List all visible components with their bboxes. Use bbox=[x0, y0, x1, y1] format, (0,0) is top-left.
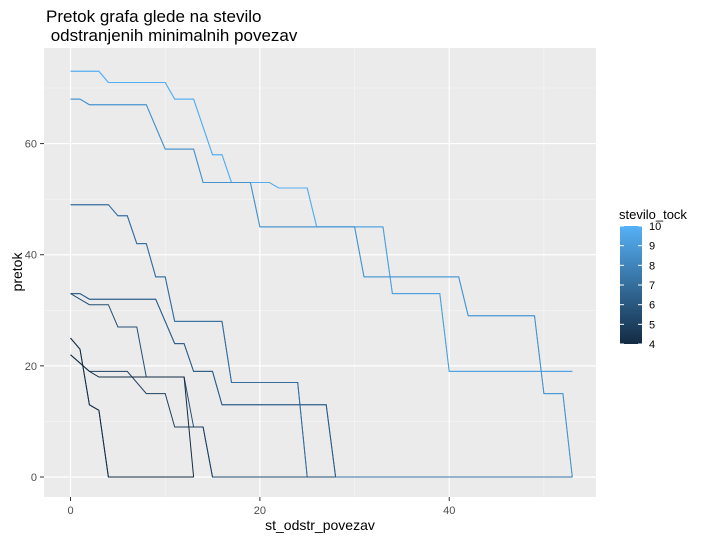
series-line-10 bbox=[70, 354, 213, 478]
x-axis-ticks: 0 20 40 bbox=[67, 497, 455, 517]
plot-panel bbox=[44, 48, 596, 497]
chart-title-line2: odstranjenih minimalnih povezav bbox=[46, 26, 298, 45]
y-tick-label: 0 bbox=[31, 472, 37, 484]
x-tick-label: 40 bbox=[443, 505, 455, 517]
legend: stevilo_tock 10 9 8 7 6 5 4 bbox=[619, 207, 687, 351]
legend-label: 8 bbox=[649, 260, 655, 272]
x-axis-title: st_odstr_povezav bbox=[265, 517, 375, 533]
legend-colorbar bbox=[620, 226, 642, 344]
legend-ticks: 10 9 8 7 6 5 4 bbox=[620, 221, 661, 351]
y-axis-ticks: 0 20 40 60 bbox=[25, 139, 44, 484]
y-tick-label: 60 bbox=[25, 139, 37, 151]
series-line-13 bbox=[70, 354, 195, 478]
chart-title-line1: Pretok grafa glede na stevilo bbox=[46, 7, 261, 26]
series-line-8 bbox=[70, 293, 337, 478]
y-tick-label: 40 bbox=[25, 250, 37, 262]
legend-label: 6 bbox=[649, 300, 655, 312]
y-axis-title: pretok bbox=[9, 252, 25, 292]
x-tick-label: 20 bbox=[254, 505, 266, 517]
series-line-6 bbox=[70, 204, 308, 478]
legend-label: 7 bbox=[649, 280, 655, 292]
grid-minor bbox=[44, 48, 596, 497]
x-tick-label: 0 bbox=[67, 505, 73, 517]
legend-label: 4 bbox=[649, 339, 655, 351]
legend-label: 10 bbox=[649, 221, 661, 233]
legend-label: 9 bbox=[649, 241, 655, 253]
legend-label: 5 bbox=[649, 319, 655, 331]
series-line-4 bbox=[70, 98, 573, 478]
y-tick-label: 20 bbox=[25, 361, 37, 373]
legend-title: stevilo_tock bbox=[619, 207, 687, 222]
series-line-12 bbox=[70, 337, 194, 478]
series-lines bbox=[70, 70, 573, 478]
